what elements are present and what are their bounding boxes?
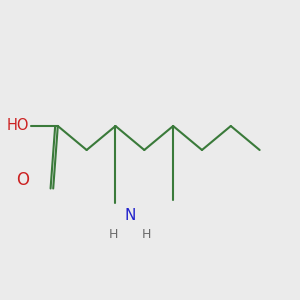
Text: O: O — [16, 171, 29, 189]
Text: H: H — [142, 227, 152, 241]
Text: HO: HO — [7, 118, 29, 133]
Text: H: H — [108, 227, 118, 241]
Text: N: N — [124, 208, 136, 223]
